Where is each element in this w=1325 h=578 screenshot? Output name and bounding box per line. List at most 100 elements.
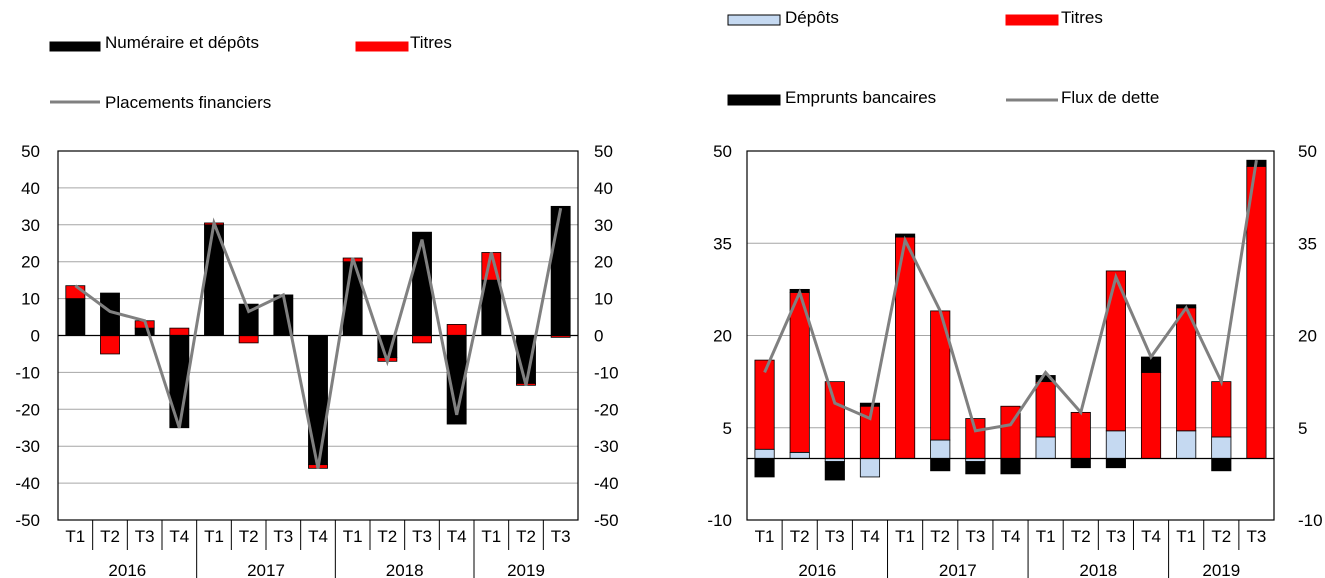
y-tick-label-right: -10: [1298, 511, 1323, 530]
y-tick-label-left: 50: [21, 142, 40, 161]
y-tick-label-right: 35: [1298, 234, 1317, 253]
x-tick-label: T1: [1176, 527, 1196, 546]
legend-swatch: [727, 94, 781, 106]
x-tick-label: T3: [135, 527, 155, 546]
y-tick-label-right: -20: [594, 400, 619, 419]
x-tick-label: T1: [343, 527, 363, 546]
bar-emprunts-bancaires: [965, 461, 986, 475]
y-tick-label-right: 0: [594, 327, 603, 346]
legend-swatch: [355, 41, 409, 52]
bar-d-p-ts: [1035, 436, 1056, 459]
bar-emprunts-bancaires: [1070, 458, 1091, 469]
x-tick-label: T2: [377, 527, 397, 546]
series-line: [763, 159, 1258, 433]
plot-frame: [57, 150, 579, 521]
bar-d-p-ts: [789, 451, 810, 459]
y-tick-label-right: 10: [594, 290, 613, 309]
x-tick-label: T1: [755, 527, 775, 546]
bar-emprunts-bancaires: [1035, 375, 1056, 383]
bar-d-p-ts: [1105, 430, 1126, 459]
bar-d-p-ts: [859, 458, 881, 478]
x-tick-label: T3: [551, 527, 571, 546]
y-tick-label-right: 20: [594, 253, 613, 272]
bar-d-p-ts: [754, 448, 775, 459]
bar-titres: [1035, 381, 1056, 438]
y-tick-label-left: 40: [21, 179, 40, 198]
x-tick-label: T1: [65, 527, 85, 546]
x-tick-label: T1: [204, 527, 224, 546]
legend-swatch: [1005, 14, 1059, 26]
x-tick-label: T4: [169, 527, 189, 546]
bar-emprunts-bancaires: [824, 461, 845, 481]
bar-emprunts-bancaires: [895, 233, 916, 238]
x-tick-label: T2: [790, 527, 810, 546]
plot-frame: [746, 150, 1275, 521]
y-tick-label-left: 20: [713, 327, 732, 346]
x-tick-label: T4: [308, 527, 328, 546]
x-tick-label: T1: [895, 527, 915, 546]
x-tick-label: T3: [825, 527, 845, 546]
legend-label: Numéraire et dépôts: [105, 33, 259, 52]
x-tick-label: T4: [1001, 527, 1021, 546]
x-tick-label: T3: [412, 527, 432, 546]
y-tick-label-left: -40: [15, 474, 40, 493]
x-tick-label: T2: [930, 527, 950, 546]
y-tick-label-right: -50: [594, 511, 619, 530]
legend-label: Dépôts: [785, 8, 839, 27]
left-chart: -50 -50 -40 -40 -30 -30 -20 -20 -10 -10 0 0 10 10 20 20…: [15, 33, 619, 578]
bar-emprunts-bancaires: [754, 458, 775, 478]
legend-label: Titres: [410, 33, 452, 52]
bar-titres: [965, 418, 986, 459]
y-tick-label-left: 35: [713, 234, 732, 253]
y-tick-label-left: -10: [15, 363, 40, 382]
x-tick-label: T2: [239, 527, 259, 546]
x-tick-label: T3: [965, 527, 985, 546]
x-tick-label: T3: [1247, 527, 1267, 546]
bar-titres: [238, 335, 259, 344]
y-tick-label-right: -40: [594, 474, 619, 493]
y-tick-label-right: 30: [594, 216, 613, 235]
bar-num-raire-et-d-p-ts: [550, 205, 571, 336]
bar-d-p-ts: [1211, 436, 1232, 459]
x-tick-label: T4: [860, 527, 880, 546]
y-tick-label-right: 50: [1298, 142, 1317, 161]
x-tick-label: T3: [273, 527, 293, 546]
y-tick-label-left: 50: [713, 142, 732, 161]
bar-titres: [1105, 270, 1126, 432]
y-tick-label-right: 5: [1298, 419, 1307, 438]
x-tick-label: T4: [447, 527, 467, 546]
legend-swatch: [727, 14, 781, 26]
x-year-label: 2019: [1202, 561, 1240, 578]
legend-label: Flux de dette: [1061, 88, 1159, 107]
x-year-label: 2017: [247, 561, 285, 578]
bar-titres: [1211, 381, 1232, 438]
bar-titres: [754, 359, 775, 450]
y-tick-label-right: 50: [594, 142, 613, 161]
bar-titres: [412, 335, 432, 344]
y-tick-label-left: 5: [723, 419, 732, 438]
y-tick-label-left: 0: [31, 327, 40, 346]
y-tick-label-left: 30: [21, 216, 40, 235]
y-tick-label-left: 20: [21, 253, 40, 272]
x-tick-label: T1: [1036, 527, 1056, 546]
bar-d-p-ts: [930, 439, 951, 459]
right-chart: -10 -10 5 5 20 20 35 35 50 50 T1 T2 T3 T4 T1 T2 T3 T4 T1 T2…: [707, 8, 1323, 578]
legend-swatch: [49, 41, 101, 52]
bar-emprunts-bancaires: [930, 458, 951, 472]
x-year-label: 2018: [386, 561, 424, 578]
y-tick-label-left: -30: [15, 437, 40, 456]
x-year-label: 2016: [108, 561, 146, 578]
bar-titres: [446, 324, 467, 336]
bar-titres: [1176, 307, 1197, 432]
x-tick-label: T3: [1106, 527, 1126, 546]
y-tick-label-right: -30: [594, 437, 619, 456]
bar-titres: [100, 335, 120, 355]
x-tick-label: T1: [481, 527, 501, 546]
y-tick-label-left: 10: [21, 290, 40, 309]
bar-titres: [824, 381, 845, 459]
legend-label: Emprunts bancaires: [785, 88, 936, 107]
bar-emprunts-bancaires: [1000, 458, 1021, 475]
x-tick-label: T4: [1141, 527, 1161, 546]
bar-emprunts-bancaires: [859, 402, 881, 407]
